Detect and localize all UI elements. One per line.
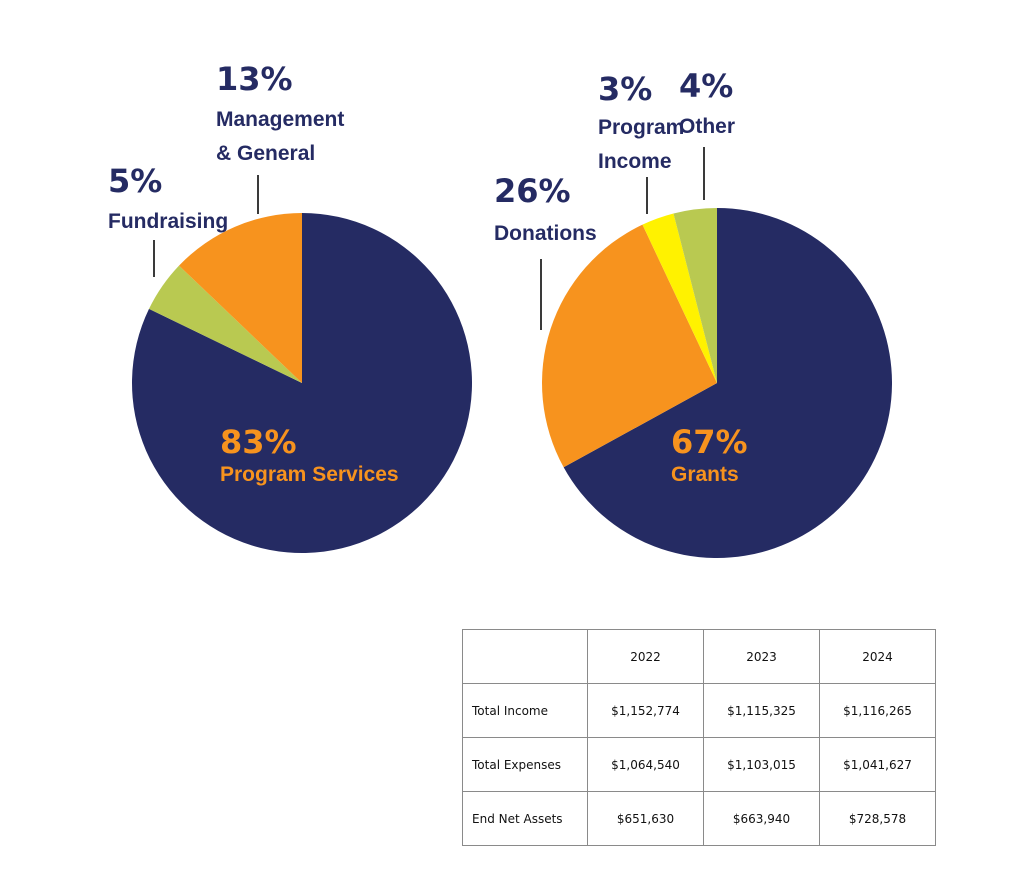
table-header-cell: 2024 — [819, 629, 936, 684]
other-percent: 4% — [679, 67, 733, 105]
table-row: Total Income $1,152,774 $1,115,325 $1,11… — [462, 683, 936, 738]
row-label: Total Income — [462, 683, 588, 738]
pie-slice-fundraising — [149, 265, 302, 383]
grants-label: Grants — [671, 463, 739, 486]
pie-slice-program-services — [132, 213, 473, 553]
program-income-percent: 3% — [598, 70, 652, 108]
management-general-label-line1: Management — [216, 108, 344, 131]
table-header-row: 2022 2023 2024 — [462, 629, 936, 684]
row-label: Total Expenses — [462, 737, 588, 792]
pie-slice-donations — [542, 224, 717, 468]
expenses-pie-chart: 83% Program Services 5% Fundraising 13% … — [108, 60, 473, 553]
table-cell: $728,578 — [819, 791, 936, 846]
table-header-cell: 2023 — [703, 629, 820, 684]
pie-slice-program-income — [642, 213, 717, 383]
table-row: Total Expenses $1,064,540 $1,103,015 $1,… — [462, 737, 936, 792]
income-pie-chart: 67% Grants 26% Donations 3% Program Inco… — [494, 67, 893, 558]
table-header-cell — [462, 629, 588, 684]
program-services-percent: 83% — [220, 423, 297, 461]
table-cell: $1,103,015 — [703, 737, 820, 792]
pie-slice-management-general — [179, 213, 302, 383]
management-general-label-line2: & General — [216, 142, 315, 165]
donations-label: Donations — [494, 222, 597, 245]
program-income-label-line1: Program — [598, 116, 684, 139]
table-header-cell: 2022 — [587, 629, 704, 684]
table-cell: $663,940 — [703, 791, 820, 846]
program-services-label: Program Services — [220, 463, 399, 486]
fundraising-percent: 5% — [108, 162, 162, 200]
fundraising-label: Fundraising — [108, 210, 228, 233]
management-general-percent: 13% — [216, 60, 293, 98]
row-label: End Net Assets — [462, 791, 588, 846]
pie-slice-other — [673, 208, 717, 383]
table-cell: $1,041,627 — [819, 737, 936, 792]
grants-percent: 67% — [671, 423, 748, 461]
pie-charts: 83% Program Services 5% Fundraising 13% … — [108, 60, 893, 558]
table-cell: $1,115,325 — [703, 683, 820, 738]
program-income-label-line2: Income — [598, 150, 672, 173]
financial-summary-table: 2022 2023 2024 Total Income $1,152,774 $… — [462, 629, 936, 846]
table-cell: $1,064,540 — [587, 737, 704, 792]
donations-percent: 26% — [494, 172, 571, 210]
table-cell: $651,630 — [587, 791, 704, 846]
other-label: Other — [679, 115, 735, 138]
table-cell: $1,152,774 — [587, 683, 704, 738]
table-cell: $1,116,265 — [819, 683, 936, 738]
pie-slice-grants — [563, 208, 893, 558]
table-row: End Net Assets $651,630 $663,940 $728,57… — [462, 791, 936, 846]
